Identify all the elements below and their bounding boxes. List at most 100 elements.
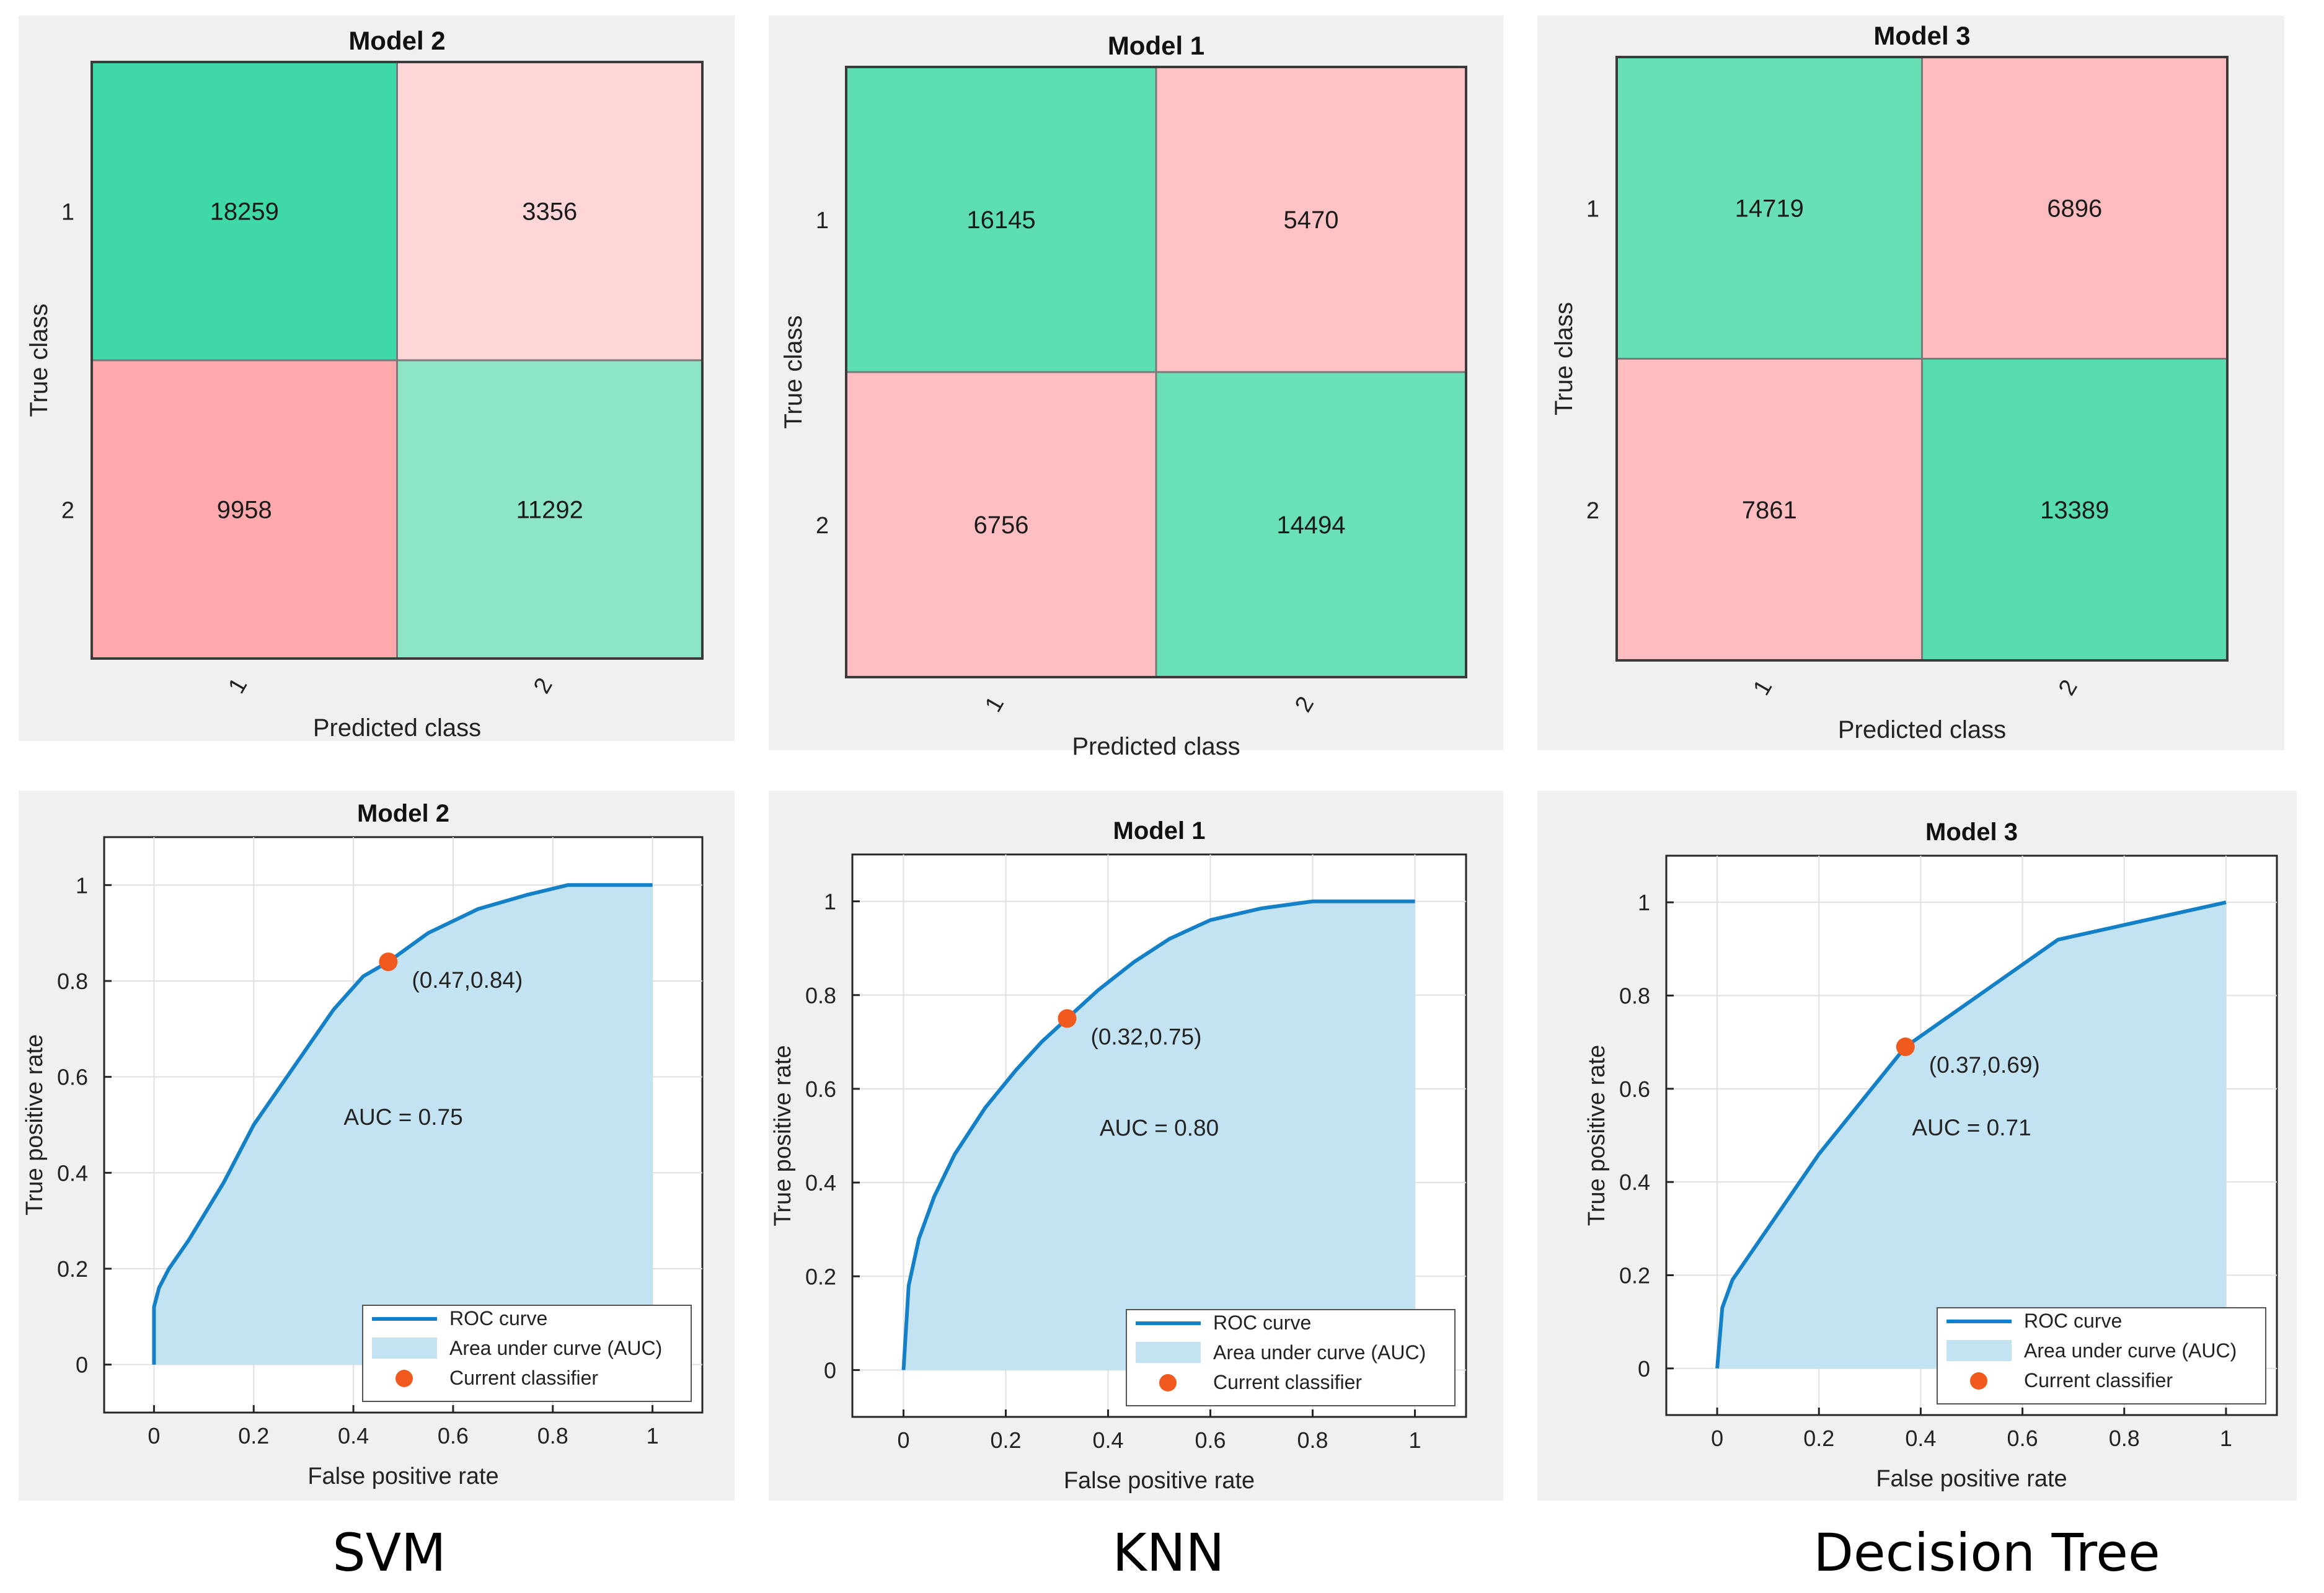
- cm-ylabel: True class: [780, 315, 807, 428]
- roc-auc-area: [154, 885, 653, 1365]
- roc-legend: ROC curve Area under curve (AUC) Current c…: [1126, 1309, 1456, 1406]
- roc-auc-area: [1717, 902, 2226, 1369]
- cm-frame: [1615, 56, 2229, 662]
- roc-xtick-label: 0.2: [1803, 1426, 1834, 1451]
- roc-xtick-label: 0.8: [1297, 1427, 1328, 1453]
- model-type-label: Decision Tree: [1813, 1522, 2160, 1583]
- roc-ytick-label: 0: [824, 1357, 836, 1383]
- cm-cell: [1155, 371, 1467, 678]
- roc-point-label: (0.32,0.75): [1091, 1024, 1202, 1050]
- roc-ytick-label: 0.6: [805, 1076, 836, 1102]
- roc-xtick-label: 0: [1711, 1426, 1723, 1451]
- legend-entry: Current classifier: [2024, 1369, 2173, 1391]
- cm-cell: [845, 66, 1157, 373]
- roc-ytick-label: 0.4: [1619, 1169, 1650, 1195]
- cm-xlabel: Predicted class: [313, 714, 481, 742]
- roc-ytick-label: 0.2: [57, 1256, 88, 1282]
- cm-cell: [91, 359, 398, 660]
- roc-current-classifier-point: [1896, 1037, 1915, 1057]
- roc-ylabel: True positive rate: [22, 1034, 48, 1215]
- roc-legend: ROC curve Area under curve (AUC) Current c…: [362, 1305, 692, 1402]
- roc-chart-3: 0 0.2 0.4 0.6 0.8 1 0 0.2 0.4 0.6 0.8 1 (0.37,0.69) A…: [1537, 791, 2297, 1501]
- cm-cell: [845, 371, 1157, 678]
- cm-cell-value: 9958: [217, 497, 272, 524]
- roc-xtick-label: 0.6: [2007, 1426, 2038, 1451]
- legend-entry: Area under curve (AUC): [2024, 1339, 2237, 1362]
- roc-xtick-label: 0.2: [238, 1423, 269, 1449]
- legend-entry: Area under curve (AUC): [449, 1337, 662, 1359]
- roc-ytick-label: 0.4: [805, 1170, 836, 1196]
- cm-cell-value: 14719: [1735, 195, 1804, 222]
- roc-xtick-label: 0: [148, 1423, 160, 1449]
- cm-title: Model 2: [348, 26, 445, 55]
- roc-title: Model 1: [1113, 817, 1206, 845]
- cm-cell: [1921, 358, 2229, 662]
- roc-ytick-label: 0.6: [1619, 1076, 1650, 1102]
- cm-row-tick: 1: [816, 208, 829, 234]
- legend-swatch-area: [1136, 1342, 1201, 1363]
- roc-curve-line: [1715, 900, 2227, 1369]
- cm-cell: [396, 359, 704, 660]
- cm-cell-value: 6756: [974, 512, 1029, 539]
- roc-point-label: (0.47,0.84): [412, 967, 523, 993]
- roc-ytick-label: 0.2: [1619, 1263, 1650, 1289]
- cm-cell: [91, 61, 398, 362]
- legend-swatch-area: [372, 1338, 437, 1359]
- roc-xlabel: False positive rate: [307, 1463, 498, 1489]
- cm-cell-value: 5470: [1284, 206, 1339, 234]
- roc-ytick-label: 0.6: [57, 1065, 88, 1090]
- roc-ytick-label: 0.2: [805, 1264, 836, 1289]
- cm-cell-value: 14494: [1276, 512, 1345, 539]
- roc-ylabel: True positive rate: [770, 1045, 796, 1226]
- legend-entry: Current classifier: [449, 1367, 598, 1389]
- roc-xtick-label: 0.4: [1092, 1427, 1123, 1453]
- cm-frame: [91, 61, 704, 660]
- roc-xlabel: False positive rate: [1064, 1468, 1255, 1494]
- cm-cell: [1615, 56, 1923, 360]
- legend-swatch-area: [1946, 1340, 2012, 1361]
- roc-title: Model 3: [1925, 819, 2018, 846]
- roc-legend: ROC curve Area under curve (AUC) Current c…: [1937, 1307, 2266, 1404]
- cm-row-tick: 2: [1586, 498, 1599, 524]
- cm-cell-value: 6896: [2047, 195, 2102, 222]
- legend-swatch-point: [1159, 1374, 1177, 1391]
- roc-ytick-label: 0.8: [805, 983, 836, 1008]
- roc-curve-line: [901, 899, 1415, 1370]
- cm-cell-value: 3356: [522, 198, 577, 226]
- roc-auc-label: AUC = 0.71: [1912, 1115, 2031, 1140]
- cm-row-tick: 1: [61, 200, 74, 226]
- cm-row-tick: 2: [61, 498, 74, 524]
- roc-auc-label: AUC = 0.80: [1100, 1116, 1219, 1141]
- cm-row-tick: 1: [1586, 196, 1599, 222]
- cm-cell-value: 11292: [516, 497, 583, 524]
- cm-xlabel: Predicted class: [1072, 733, 1240, 760]
- roc-ytick-label: 0: [76, 1352, 88, 1378]
- legend-entry: ROC curve: [449, 1307, 547, 1329]
- legend-swatch-point: [1970, 1372, 1987, 1390]
- roc-point-label: (0.37,0.69): [1929, 1052, 2040, 1078]
- roc-xtick-label: 0.8: [2109, 1426, 2140, 1451]
- roc-curve-line: [152, 883, 653, 1365]
- model-type-label: SVM: [332, 1522, 446, 1583]
- legend-entry: ROC curve: [1213, 1311, 1311, 1334]
- roc-ytick-label: 1: [76, 872, 88, 898]
- roc-ytick-label: 0.8: [57, 969, 88, 994]
- legend-entry: Current classifier: [1213, 1371, 1362, 1393]
- roc-xtick-label: 1: [1408, 1427, 1421, 1453]
- roc-xtick-label: 0: [897, 1427, 909, 1453]
- roc-ytick-label: 1: [824, 889, 836, 915]
- roc-title: Model 2: [357, 800, 449, 827]
- cm-cell: [1155, 66, 1467, 373]
- cm-xlabel: Predicted class: [1838, 716, 2006, 743]
- legend-entry: Area under curve (AUC): [1213, 1341, 1426, 1364]
- cm-frame: [845, 66, 1467, 678]
- roc-chart-1: 0 0.2 0.4 0.6 0.8 1 0 0.2 0.4 0.6 0.8 1 (0.47,0.84) A…: [19, 791, 735, 1501]
- cm-title: Model 3: [1873, 21, 1970, 50]
- roc-auc-label: AUC = 0.75: [343, 1104, 462, 1130]
- roc-ylabel: True positive rate: [1584, 1045, 1610, 1226]
- cm-cell-value: 16145: [966, 206, 1035, 234]
- roc-xtick-label: 0.6: [438, 1423, 469, 1449]
